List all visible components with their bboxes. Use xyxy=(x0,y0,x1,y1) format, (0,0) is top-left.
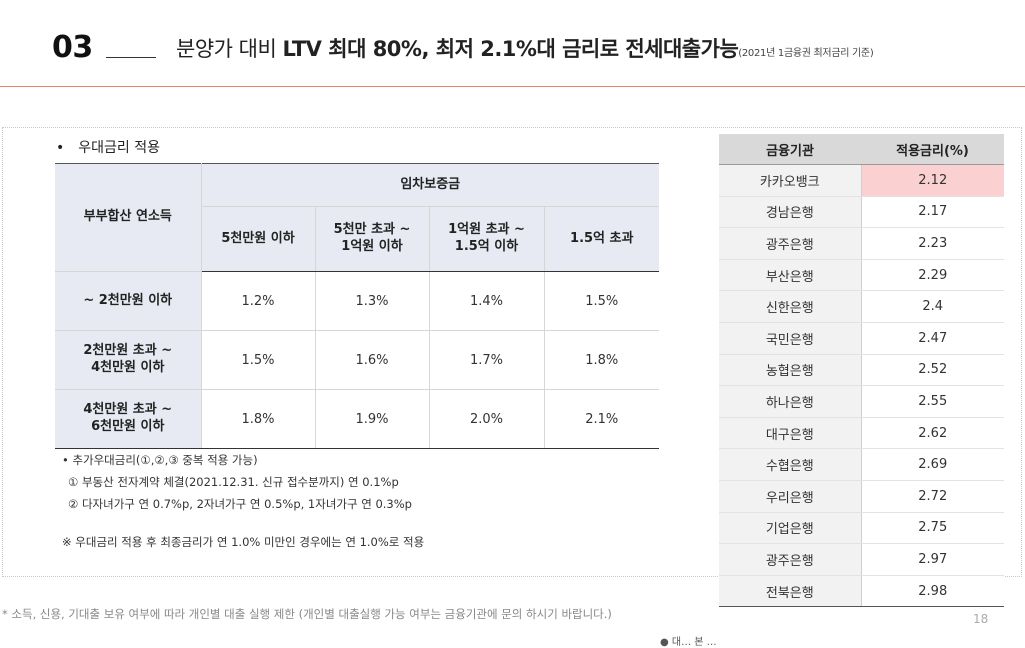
bank-rate: 2.52 xyxy=(861,354,1004,387)
bank-name: 광주은행 xyxy=(719,543,862,576)
bank-name: 국민은행 xyxy=(719,322,862,355)
minimum-rate-warning: ※ 우대금리 적용 후 최종금리가 연 1.0% 미만인 경우에는 연 1.0%… xyxy=(62,535,425,549)
table-row: 하나은행 2.55 xyxy=(719,385,1004,418)
column-header: 1억원 초과 ~ 1.5억 이하 xyxy=(429,206,545,272)
table-row: 카카오뱅크 2.12 xyxy=(719,164,1004,197)
rate-cell: 1.8% xyxy=(201,389,316,449)
bank-rate: 2.75 xyxy=(861,512,1004,545)
row-label: 2천만원 초과 ~ 4천만원 이하 xyxy=(55,330,202,390)
column-header: 5천만 초과 ~ 1억원 이하 xyxy=(315,206,430,272)
table-row: 4천만원 초과 ~ 6천만원 이하 1.8% 1.9% 2.0% 2.1% xyxy=(55,389,659,449)
page-header: 03 분양가 대비 LTV 최대 80%, 최저 2.1%대 금리로 전세대출가… xyxy=(0,0,1025,87)
table-row: 광주은행 2.23 xyxy=(719,227,1004,260)
page-title: 분양가 대비 LTV 최대 80%, 최저 2.1%대 금리로 전세대출가능(2… xyxy=(176,33,874,63)
column-header: 5천만원 이하 xyxy=(201,206,316,272)
bank-name: 카카오뱅크 xyxy=(719,164,862,197)
table-row: 농협은행 2.52 xyxy=(719,354,1004,387)
preferential-rate-table: 부부합산 연소득 임차보증금 5천만원 이하 5천만 초과 ~ 1억원 이하 1… xyxy=(55,163,659,449)
table-row: 신한은행 2.4 xyxy=(719,290,1004,323)
section-label: 우대금리 적용 xyxy=(78,140,160,156)
rate-cell: 1.3% xyxy=(315,271,430,331)
header-institution: 금융기관 xyxy=(719,134,861,165)
table-row: 전북은행 2.98 xyxy=(719,575,1004,608)
rate-cell: 2.0% xyxy=(429,389,545,449)
bank-rate: 2.55 xyxy=(861,385,1004,418)
rate-cell: 1.7% xyxy=(429,330,545,390)
table-row: 기업은행 2.75 xyxy=(719,512,1004,545)
bank-rate: 2.17 xyxy=(861,196,1004,229)
bullet-dot: • xyxy=(56,140,65,156)
section-number: 03 xyxy=(52,30,93,65)
bank-name: 경남은행 xyxy=(719,196,862,229)
bank-rate: 2.98 xyxy=(861,575,1004,608)
table-row: ~ 2천만원 이하 1.2% 1.3% 1.4% 1.5% xyxy=(55,271,659,331)
footer-disclaimer: * 소득, 신용, 기대출 보유 여부에 따라 개인별 대출 실행 제한 (개인… xyxy=(2,607,612,621)
bank-rate-table: 금융기관 적용금리(%) 카카오뱅크 2.12 경남은행 2.17 광주은행 2.23 부산… xyxy=(719,134,1004,608)
bank-rate: 2.62 xyxy=(861,417,1004,450)
bank-rate: 2.72 xyxy=(861,480,1004,513)
rate-cell: 2.1% xyxy=(544,389,659,449)
table-row: 우리은행 2.72 xyxy=(719,480,1004,513)
row-label: ~ 2천만원 이하 xyxy=(55,271,202,331)
bank-rate: 2.47 xyxy=(861,322,1004,355)
group-header-deposit: 임차보증금 xyxy=(201,163,659,207)
notes-block: • 추가우대금리(①,②,③ 중복 적용 가능) ① 부동산 전자계약 체결(2… xyxy=(62,452,424,556)
bank-name: 수협은행 xyxy=(719,448,862,481)
header-rate: 적용금리(%) xyxy=(861,134,1004,165)
bank-name: 농협은행 xyxy=(719,354,862,387)
bank-name: 부산은행 xyxy=(719,259,862,292)
rate-cell: 1.6% xyxy=(315,330,430,390)
row-header-income: 부부합산 연소득 xyxy=(55,163,202,272)
bank-rate: 2.23 xyxy=(861,227,1004,260)
rate-cell: 1.8% xyxy=(544,330,659,390)
bank-rate: 2.69 xyxy=(861,448,1004,481)
note-item-1: ① 부동산 전자계약 체결(2021.12.31. 신규 접수분까지) 연 0.… xyxy=(68,475,399,489)
cut-off-note: ● 대… 본 … xyxy=(660,633,717,648)
section-divider xyxy=(106,57,156,58)
title-prefix: 분양가 대비 xyxy=(176,37,283,61)
bank-rate: 2.12 xyxy=(861,164,1004,197)
bank-name: 대구은행 xyxy=(719,417,862,450)
rate-cell: 1.5% xyxy=(544,271,659,331)
row-label: 4천만원 초과 ~ 6천만원 이하 xyxy=(55,389,202,449)
bank-rate: 2.97 xyxy=(861,543,1004,576)
bank-name: 신한은행 xyxy=(719,290,862,323)
title-note: (2021년 1금융권 최저금리 기준) xyxy=(738,48,874,59)
title-bold: LTV 최대 80%, 최저 2.1%대 금리로 전세대출가능 xyxy=(282,37,739,61)
bank-name: 전북은행 xyxy=(719,575,862,608)
preferential-rate-heading: • 우대금리 적용 xyxy=(56,137,160,157)
extra-rate-note: • 추가우대금리(①,②,③ 중복 적용 가능) xyxy=(62,453,258,467)
table-row: 2천만원 초과 ~ 4천만원 이하 1.5% 1.6% 1.7% 1.8% xyxy=(55,330,659,390)
bank-name: 광주은행 xyxy=(719,227,862,260)
bank-name: 우리은행 xyxy=(719,480,862,513)
note-item-2: ② 다자녀가구 연 0.7%p, 2자녀가구 연 0.5%p, 1자녀가구 연 … xyxy=(68,497,412,511)
bank-rate: 2.29 xyxy=(861,259,1004,292)
rate-cell: 1.9% xyxy=(315,389,430,449)
rate-cell: 1.5% xyxy=(201,330,316,390)
bank-name: 기업은행 xyxy=(719,512,862,545)
table-row: 국민은행 2.47 xyxy=(719,322,1004,355)
column-header: 1.5억 초과 xyxy=(544,206,659,272)
rate-cell: 1.2% xyxy=(201,271,316,331)
table-row: 광주은행 2.97 xyxy=(719,543,1004,576)
page-number: 18 xyxy=(973,612,989,626)
table-row: 대구은행 2.62 xyxy=(719,417,1004,450)
table-row: 수협은행 2.69 xyxy=(719,448,1004,481)
bank-rate: 2.4 xyxy=(861,290,1004,323)
table-row: 경남은행 2.17 xyxy=(719,196,1004,229)
table-row: 부산은행 2.29 xyxy=(719,259,1004,292)
content-panel xyxy=(2,127,1022,577)
rate-cell: 1.4% xyxy=(429,271,545,331)
bank-name: 하나은행 xyxy=(719,385,862,418)
